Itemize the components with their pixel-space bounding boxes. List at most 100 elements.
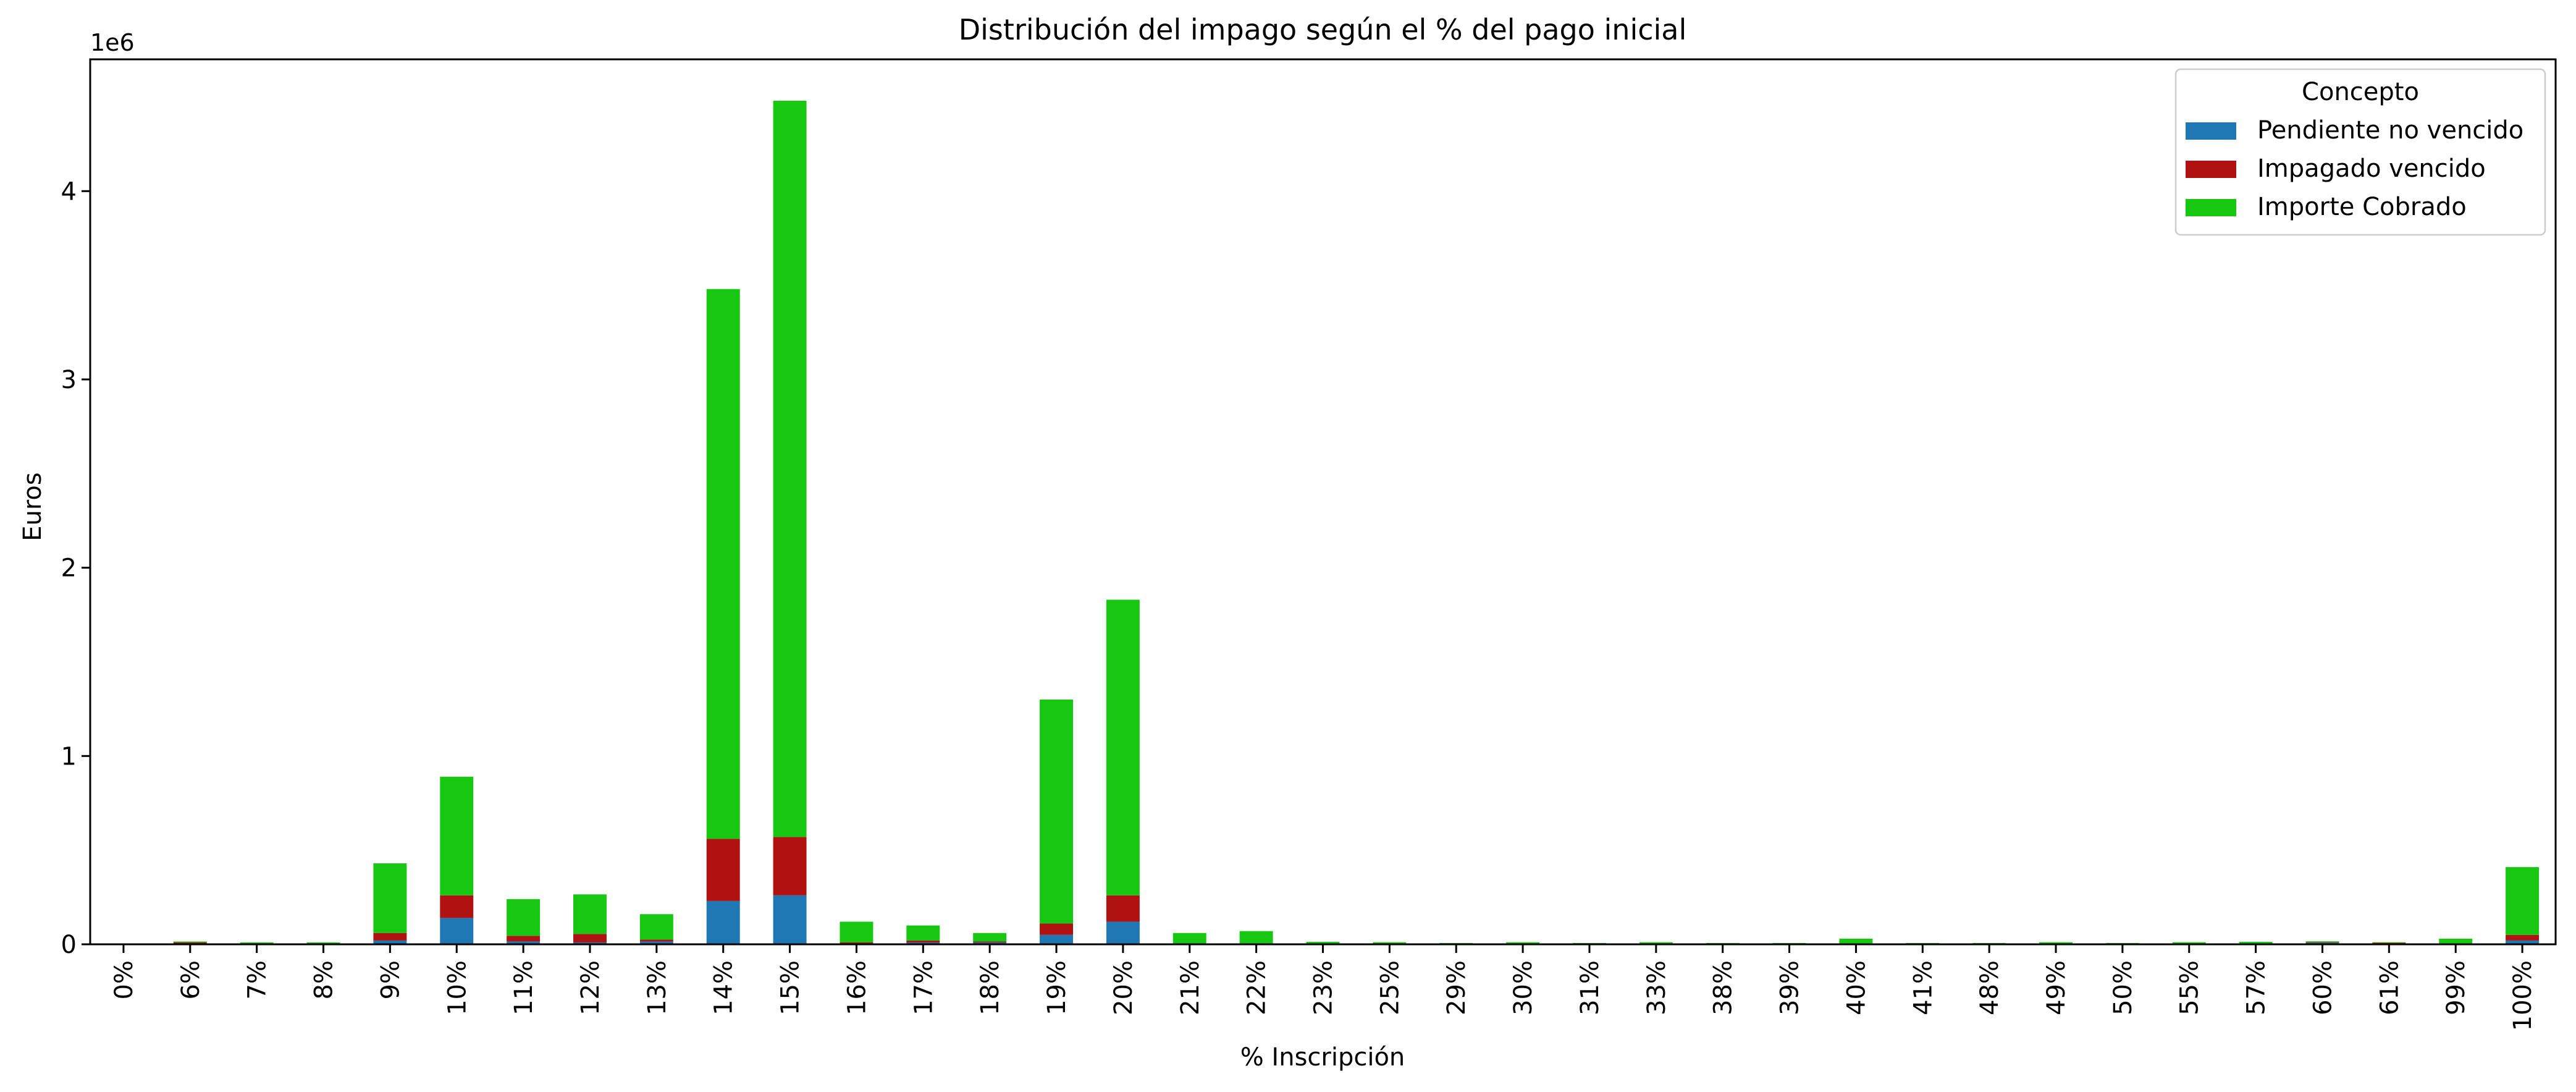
bar-20pct-series-2 — [1106, 599, 1140, 895]
x-tick-label: 13% — [643, 960, 671, 1015]
bar-6pct-series-1 — [173, 942, 207, 944]
bar-9pct-series-0 — [373, 940, 407, 944]
x-tick-label: 6% — [177, 960, 205, 999]
legend-swatch — [2186, 161, 2236, 178]
x-tick-label: 50% — [2109, 960, 2137, 1015]
x-tick-label: 41% — [1909, 960, 1937, 1015]
bar-19pct-series-0 — [1040, 934, 1073, 944]
bar-15pct-series-0 — [773, 895, 807, 944]
bar-49pct-series-2 — [2039, 942, 2073, 944]
x-tick-label: 60% — [2309, 960, 2337, 1015]
bar-33pct-series-2 — [1639, 942, 1673, 944]
bar-11pct-series-2 — [507, 899, 541, 936]
y-tick-label: 0 — [61, 931, 77, 959]
bar-9pct-series-1 — [373, 933, 407, 941]
bar-16pct-series-2 — [840, 921, 873, 942]
bar-25pct-series-2 — [1373, 942, 1407, 944]
bar-57pct-series-2 — [2239, 942, 2273, 944]
bar-20pct-series-0 — [1106, 921, 1140, 944]
plot-frame — [89, 58, 2557, 946]
x-tick-label: 38% — [1709, 960, 1738, 1015]
bar-61pct-series-2 — [2372, 942, 2406, 943]
bar-11pct-series-0 — [507, 941, 541, 944]
x-tick-label: 7% — [243, 960, 272, 999]
x-tick-label: 49% — [2042, 960, 2071, 1015]
x-tick-label: 29% — [1442, 960, 1471, 1015]
x-tick-label: 23% — [1310, 960, 1338, 1015]
x-tick-label: 15% — [777, 960, 805, 1015]
x-tick-label: 33% — [1643, 960, 1671, 1015]
bar-13pct-series-0 — [639, 941, 673, 944]
bar-13pct-series-2 — [639, 914, 673, 940]
bar-8pct-series-2 — [306, 942, 340, 944]
bar-55pct-series-2 — [2172, 942, 2206, 944]
bar-10pct-series-0 — [440, 918, 474, 944]
bar-100pct-series-0 — [2506, 940, 2540, 944]
bar-99pct-series-2 — [2439, 938, 2473, 944]
x-tick-label: 48% — [1976, 960, 2004, 1015]
bar-22pct-series-2 — [1239, 931, 1273, 944]
legend-swatch — [2186, 199, 2236, 216]
bar-60pct-series-2 — [2305, 941, 2339, 942]
bar-6pct-series-2 — [173, 941, 207, 942]
bar-19pct-series-1 — [1040, 923, 1073, 935]
bar-14pct-series-1 — [706, 839, 740, 901]
x-tick-label: 22% — [1243, 960, 1271, 1015]
bar-17pct-series-1 — [906, 940, 940, 942]
x-tick-label: 55% — [2176, 960, 2204, 1015]
bar-15pct-series-2 — [773, 101, 807, 837]
x-axis: 0% 6% 7% 8% 9% 10% 11% 12% 13% 14% 15% 16% 17% 18% 19%… — [110, 944, 2537, 1031]
legend-title: Concepto — [2302, 78, 2419, 106]
bar-60pct-series-1 — [2305, 942, 2339, 943]
bar-10pct-series-1 — [440, 895, 474, 918]
y-tick-label: 3 — [61, 366, 77, 394]
bar-100pct-series-1 — [2506, 934, 2540, 941]
y-tick-label: 1 — [61, 742, 77, 771]
bar-18pct-series-2 — [973, 933, 1007, 942]
legend-entry: Impagado vencido — [2257, 154, 2486, 183]
x-tick-label: 8% — [310, 960, 339, 999]
x-tick-label: 21% — [1176, 960, 1205, 1015]
bar-19pct-series-2 — [1040, 699, 1073, 924]
y-offset-label: 1e6 — [90, 29, 135, 56]
x-tick-label: 17% — [909, 960, 938, 1015]
bar-14pct-series-0 — [706, 900, 740, 944]
x-tick-label: 31% — [1576, 960, 1604, 1015]
bar-18pct-series-0 — [973, 942, 1007, 944]
bar-12pct-series-0 — [573, 942, 607, 944]
bar-9pct-series-2 — [373, 863, 407, 933]
x-tick-label: 25% — [1376, 960, 1404, 1015]
bar-18pct-series-1 — [973, 941, 1007, 942]
bar-30pct-series-2 — [1506, 942, 1540, 944]
x-tick-label: 30% — [1509, 960, 1538, 1015]
legend: Concepto Pendiente no vencido Impagado ven… — [2174, 68, 2546, 236]
x-tick-label: 40% — [1842, 960, 1871, 1015]
bar-12pct-series-1 — [573, 934, 607, 942]
legend-box — [2174, 68, 2546, 236]
bar-17pct-series-2 — [906, 925, 940, 941]
x-tick-label: 16% — [843, 960, 871, 1015]
bar-40pct-series-2 — [1839, 938, 1873, 944]
x-tick-label: 11% — [510, 960, 538, 1015]
bar-16pct-series-1 — [840, 942, 873, 944]
legend-entry: Pendiente no vencido — [2257, 116, 2523, 145]
bars-layer — [106, 101, 2540, 944]
bar-14pct-series-2 — [706, 289, 740, 839]
y-tick-label: 2 — [61, 554, 77, 583]
x-tick-label: 20% — [1109, 960, 1138, 1015]
bar-10pct-series-2 — [440, 776, 474, 895]
x-tick-label: 10% — [443, 960, 471, 1015]
x-tick-label: 18% — [976, 960, 1004, 1015]
bar-13pct-series-1 — [639, 939, 673, 942]
x-tick-label: 100% — [2509, 960, 2537, 1031]
x-tick-label: 99% — [2442, 960, 2470, 1015]
x-tick-label: 9% — [376, 960, 405, 999]
legend-entry: Importe Cobrado — [2257, 193, 2467, 221]
bar-7pct-series-2 — [240, 942, 274, 944]
legend-swatch — [2186, 122, 2236, 140]
x-tick-label: 0% — [110, 960, 138, 999]
y-axis-label: Euros — [19, 472, 47, 541]
bar-20pct-series-1 — [1106, 895, 1140, 922]
x-tick-label: 57% — [2242, 960, 2271, 1015]
